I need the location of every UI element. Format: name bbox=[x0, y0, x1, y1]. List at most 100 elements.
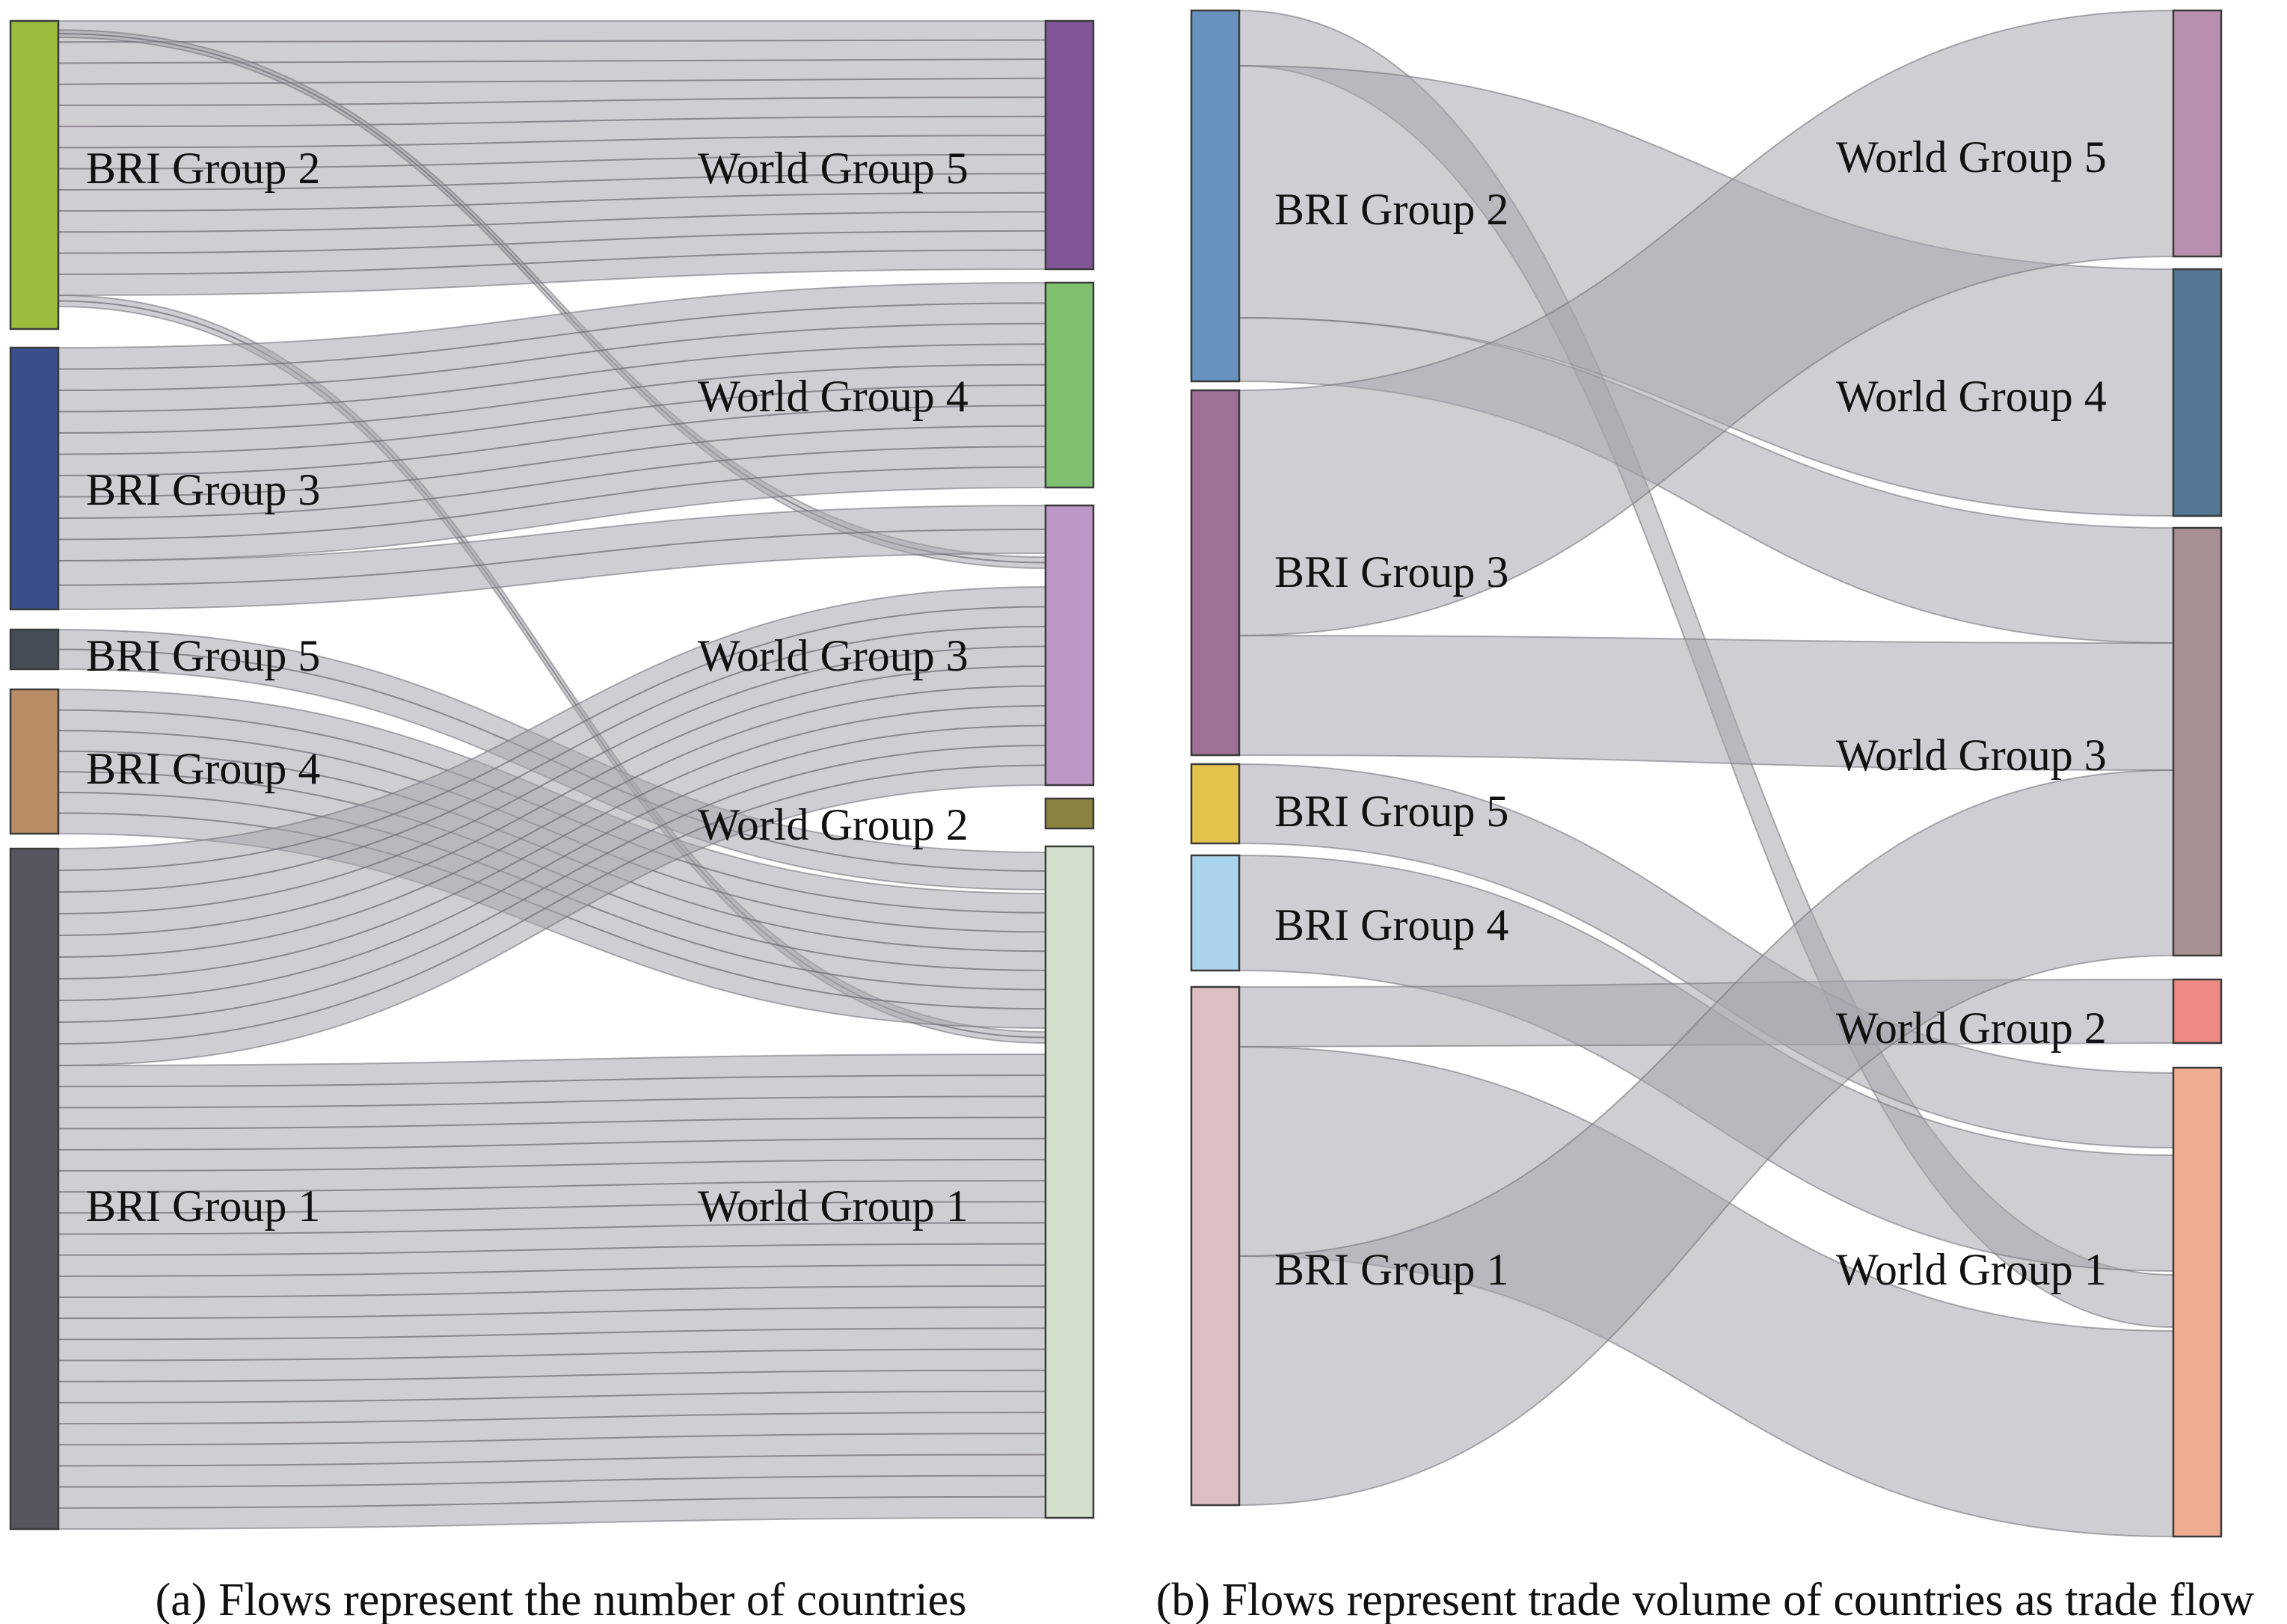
panel-a-strand-bri3-to-w4 bbox=[58, 302, 1046, 370]
panel-a-strand-bri2-to-w5 bbox=[58, 153, 1046, 170]
panel-a-strand-bri1-to-w1 bbox=[58, 1137, 1046, 1151]
panel-b-nodes bbox=[1190, 9, 2223, 1538]
panel-a-strand-bri1-to-w1 bbox=[58, 1495, 1046, 1509]
panel-a-strand-bri3-to-w4 bbox=[58, 446, 1046, 519]
panel-b-source-node-bri5 bbox=[1190, 763, 1241, 845]
panel-b-flows bbox=[1238, 9, 2174, 1538]
panel-b-target-node-w2 bbox=[2172, 978, 2223, 1045]
panel-a-target-node-w4 bbox=[1044, 281, 1095, 489]
panel-a-strand-bri3-to-w4 bbox=[58, 425, 1046, 498]
panel-a-source-label-bri2: BRI Group 2 bbox=[86, 144, 320, 193]
panel-b-source-label-bri3: BRI Group 3 bbox=[1274, 547, 1508, 597]
panel-a-strand-bri1-to-w1 bbox=[58, 1074, 1046, 1088]
panel-a-strand-bri1-to-w3 bbox=[58, 606, 1046, 871]
panel-a-source-node-bri3 bbox=[9, 346, 60, 611]
panel-a-strand-bri1-to-w3 bbox=[58, 745, 1046, 1023]
panel-b-source-node-bri3 bbox=[1190, 389, 1241, 757]
panel-a-strand-bri1-to-w1 bbox=[58, 1222, 1046, 1235]
panel-a-target-node-w2 bbox=[1044, 797, 1095, 830]
panel-a-strand-bri1-to-w1 bbox=[58, 1454, 1046, 1467]
panel-a-strand-bri2-to-w5 bbox=[58, 249, 1046, 275]
panel-b-labels: BRI Group 2 BRI Group 3 BRI Group 5 BRI … bbox=[1274, 132, 2107, 1294]
panel-a-strand-bri1-to-w3 bbox=[58, 725, 1046, 1001]
panel-a-source-label-bri5: BRI Group 5 bbox=[86, 631, 320, 680]
panel-a-target-label-w1: World Group 1 bbox=[698, 1181, 968, 1231]
panel-a-strand-bri1-to-w1 bbox=[58, 1433, 1046, 1446]
panel-a-strand-bri1-to-w3 bbox=[58, 705, 1046, 979]
panel-a-strand-bri2-to-w5 bbox=[58, 115, 1046, 128]
panel-b-caption: (b) Flows represent trade volume of coun… bbox=[1156, 1575, 2255, 1624]
panel-a-source-node-bri4 bbox=[9, 688, 60, 835]
panel-a-strand-bri3-to-w3 bbox=[58, 529, 1046, 586]
panel-b-target-node-w4 bbox=[2172, 268, 2223, 517]
panel-a-strand-bri3-to-w4 bbox=[58, 466, 1046, 541]
panel-a-strand-bri2-to-w5 bbox=[58, 135, 1046, 149]
panel-a-nodes bbox=[9, 19, 1095, 1531]
panel-a-strand-bri3-to-w4 bbox=[58, 343, 1046, 413]
panel-b-source-node-bri1 bbox=[1190, 985, 1241, 1507]
panel-b-target-node-w3 bbox=[2172, 526, 2223, 957]
panel-a-strand-bri1-to-w1 bbox=[58, 1095, 1046, 1109]
panel-a-strand-bri2-to-w5 bbox=[58, 191, 1046, 212]
panel-a-target-node-w5 bbox=[1044, 19, 1095, 271]
panel-a-strand-bri3-to-w4 bbox=[58, 363, 1046, 434]
panel-b-target-label-w3: World Group 3 bbox=[1836, 731, 2107, 780]
panel-a-strand-bri1-to-w1 bbox=[58, 1306, 1046, 1320]
panel-a-strand-bri2-to-w5 bbox=[58, 173, 1046, 191]
panel-a-target-label-w3: World Group 3 bbox=[698, 631, 968, 680]
panel-a-source-node-bri2 bbox=[9, 19, 60, 330]
panel-a-strand-bri1-to-w1 bbox=[58, 1285, 1046, 1298]
panel-b-source-label-bri4: BRI Group 4 bbox=[1274, 900, 1508, 950]
panel-b-target-label-w1: World Group 1 bbox=[1836, 1245, 2107, 1294]
panel-a-strand-bri1-to-w3 bbox=[58, 665, 1046, 936]
panel-a-strand-bri1-to-w3 bbox=[58, 685, 1046, 958]
panel-a-target-label-w2: World Group 2 bbox=[698, 800, 968, 849]
panel-a-strand-bri3-to-w4 bbox=[58, 405, 1046, 476]
panel-a-strand-bri1-to-w1 bbox=[58, 1264, 1046, 1277]
panel-b-source-node-bri2 bbox=[1190, 9, 1241, 383]
panel-a-strand-bri1-to-w1 bbox=[58, 1327, 1046, 1341]
panel-a-source-node-bri5 bbox=[9, 628, 60, 671]
panel-a-strand-bri1-to-w1 bbox=[58, 1180, 1046, 1193]
panel-a-strand-bri3-to-w4 bbox=[58, 322, 1046, 391]
panel-a-strand-bri1-to-w1 bbox=[58, 1474, 1046, 1488]
panel-a-strand-bri1-to-w3 bbox=[58, 626, 1046, 893]
panel-a-source-node-bri1 bbox=[9, 847, 60, 1531]
panel-a-strand-bri1-to-w1 bbox=[58, 1412, 1046, 1425]
panel-a-strand-bri1-to-w1 bbox=[58, 1158, 1046, 1172]
panel-a-country-count: BRI Group 2 BRI Group 3 BRI Group 5 BRI … bbox=[9, 19, 1095, 1624]
panel-a-caption: (a) Flows represent the number of countr… bbox=[156, 1575, 967, 1624]
panel-a-strand-bri2-to-w5 bbox=[58, 39, 1046, 43]
panel-b-source-label-bri1: BRI Group 1 bbox=[1274, 1245, 1508, 1294]
panel-a-target-label-w5: World Group 5 bbox=[698, 144, 968, 193]
panel-b-target-node-w1 bbox=[2172, 1066, 2223, 1538]
panel-a-strand-bri1-to-w1 bbox=[58, 1390, 1046, 1403]
panel-a-source-label-bri3: BRI Group 3 bbox=[86, 465, 320, 514]
panel-a-flows bbox=[58, 19, 1046, 1531]
panel-b-target-node-w5 bbox=[2172, 9, 2223, 258]
panel-a-strand-bri2-to-w5 bbox=[58, 96, 1046, 106]
panel-a-strand-bri1-to-w1 bbox=[58, 1201, 1046, 1214]
panel-a-strand-bri2-to-w5 bbox=[58, 230, 1046, 254]
panel-a-strand-bri3-to-w4 bbox=[58, 384, 1046, 455]
panel-b-source-label-bri5: BRI Group 5 bbox=[1274, 787, 1508, 836]
panel-a-strand-bri1-to-w3 bbox=[58, 645, 1046, 914]
panel-a-target-node-w3 bbox=[1044, 504, 1095, 787]
panel-a-strand-bri2-to-w5 bbox=[58, 211, 1046, 233]
panel-a-target-label-w4: World Group 4 bbox=[698, 372, 968, 421]
panel-a-strand-bri1-to-w1 bbox=[58, 1116, 1046, 1130]
panel-b-source-label-bri2: BRI Group 2 bbox=[1274, 185, 1508, 234]
panel-a-strand-bri1-to-w3 bbox=[58, 764, 1046, 1045]
panel-a-source-label-bri4: BRI Group 4 bbox=[86, 744, 320, 793]
panel-a-strand-bri1-to-w1 bbox=[58, 1369, 1046, 1382]
panel-b-source-node-bri4 bbox=[1190, 854, 1241, 972]
panel-a-strand-bri1-to-w1 bbox=[58, 1243, 1046, 1256]
panel-a-target-node-w1 bbox=[1044, 845, 1095, 1519]
panel-b-target-label-w5: World Group 5 bbox=[1836, 132, 2107, 182]
panel-a-strand-bri1-to-w1 bbox=[58, 1348, 1046, 1362]
panel-a-source-label-bri1: BRI Group 1 bbox=[86, 1181, 320, 1231]
panel-b-target-label-w4: World Group 4 bbox=[1836, 372, 2107, 421]
panel-b-target-label-w2: World Group 2 bbox=[1836, 1003, 2107, 1053]
panel-b-trade-volume: BRI Group 2 BRI Group 3 BRI Group 5 BRI … bbox=[1156, 9, 2255, 1624]
